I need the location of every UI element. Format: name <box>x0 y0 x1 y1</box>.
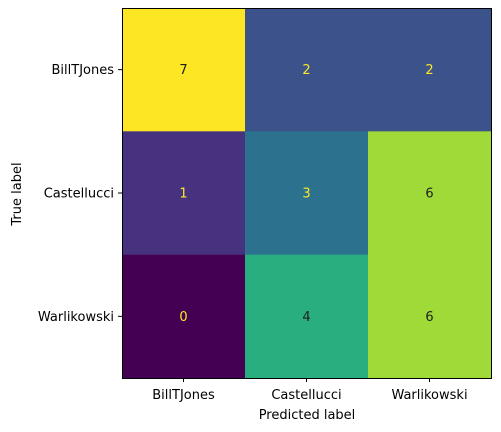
cell-value-label: 0 <box>179 310 187 325</box>
cell-value-label: 7 <box>179 63 187 78</box>
cell-value-label: 6 <box>425 310 433 325</box>
heatmap-cells <box>122 8 492 379</box>
heatmap-cell <box>368 254 492 379</box>
y-tick-label: Warlikowski <box>38 310 114 325</box>
heatmap-cell <box>245 8 369 132</box>
y-tick-label: BillTJones <box>52 63 115 78</box>
heatmap-cell-labels: 7 2 2 1 3 6 0 4 6 <box>179 63 433 325</box>
heatmap-cell <box>122 8 246 132</box>
heatmap-cell <box>368 8 492 132</box>
heatmap-cell <box>245 254 369 379</box>
x-axis-ticks: BillTJones Castellucci Warlikowski <box>152 378 468 403</box>
cell-value-label: 1 <box>179 187 187 202</box>
heatmap-cell <box>122 254 246 379</box>
x-axis-label: Predicted label <box>259 408 356 423</box>
cell-value-label: 3 <box>302 187 310 202</box>
cell-value-label: 2 <box>302 63 310 78</box>
x-tick-label: Castellucci <box>271 388 341 403</box>
y-axis-ticks: BillTJones Castellucci Warlikowski <box>38 63 122 325</box>
heatmap-cell <box>368 131 492 256</box>
x-tick-label: Warlikowski <box>391 388 467 403</box>
cell-value-label: 6 <box>425 187 433 202</box>
x-tick-label: BillTJones <box>152 388 215 403</box>
heatmap-cell <box>245 131 369 256</box>
y-axis-label: True label <box>10 162 25 226</box>
heatmap-cell <box>122 131 246 256</box>
y-tick-label: Castellucci <box>44 187 114 202</box>
cell-value-label: 4 <box>302 310 310 325</box>
cell-value-label: 2 <box>425 63 433 78</box>
